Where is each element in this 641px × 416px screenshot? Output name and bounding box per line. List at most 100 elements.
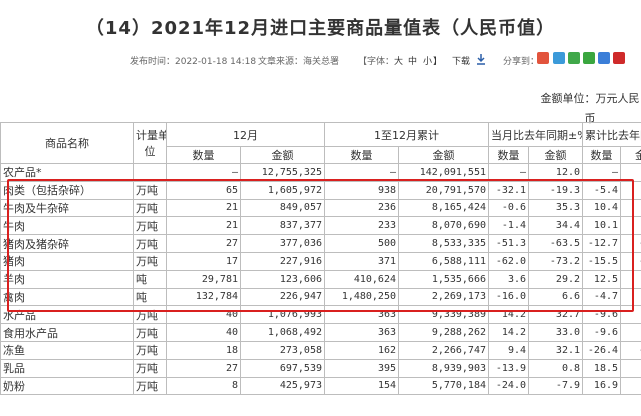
value-cell: 6,588,111 bbox=[398, 251, 489, 271]
value-cell: 1,535,666 bbox=[398, 269, 489, 289]
share-label: 分享到： bbox=[503, 57, 540, 67]
value-cell: -63.5 bbox=[527, 234, 584, 253]
value-cell: 8,533,335 bbox=[398, 234, 489, 253]
value-cell: -12.7 bbox=[582, 234, 622, 253]
value-cell: 16.9 bbox=[582, 376, 622, 396]
value-cell: -0.6 bbox=[488, 198, 529, 218]
value-cell: -7.9 bbox=[527, 376, 584, 396]
value-cell: 227,916 bbox=[240, 251, 325, 271]
value-cell: 20.1 bbox=[620, 163, 641, 182]
unit-cell: 万吨 bbox=[133, 234, 167, 253]
value-cell: 20,791,570 bbox=[398, 180, 489, 200]
value-cell: 233 bbox=[324, 216, 399, 236]
value-cell: -73.2 bbox=[527, 251, 584, 271]
value-cell: 26.8 bbox=[620, 269, 641, 289]
wechat-share-icon[interactable] bbox=[568, 52, 580, 64]
commodity-name: 牛肉 bbox=[0, 216, 134, 236]
value-cell: 363 bbox=[324, 323, 399, 342]
value-cell: 12,755,325 bbox=[240, 163, 325, 182]
header-amt: 金额 bbox=[240, 146, 325, 164]
value-cell: 8,070,690 bbox=[398, 216, 489, 236]
commodity-name: 食用水产品 bbox=[0, 323, 134, 342]
value-cell: 154 bbox=[324, 376, 399, 396]
value-cell: 837,377 bbox=[240, 216, 325, 236]
value-cell: 65 bbox=[166, 180, 241, 200]
article-source: 文章来源：海关总署 bbox=[258, 57, 340, 67]
font-size-medium-link[interactable]: 中 bbox=[408, 57, 418, 67]
header-yoy-ytd: 累计比去年同期±% bbox=[582, 122, 641, 147]
value-cell: 14.2 bbox=[488, 305, 529, 325]
header-amt: 金额 bbox=[620, 146, 641, 164]
unit-cell: 万吨 bbox=[133, 340, 167, 360]
value-cell: -4.7 bbox=[582, 287, 622, 307]
commodity-name: 冻鱼 bbox=[0, 340, 134, 360]
value-cell: 9,339,389 bbox=[398, 305, 489, 325]
value-cell: 371 bbox=[324, 251, 399, 271]
commodity-name: 羊肉 bbox=[0, 269, 134, 289]
value-cell: 377,036 bbox=[240, 234, 325, 253]
value-cell: 14.6 bbox=[620, 198, 641, 218]
commodity-name: 水产品 bbox=[0, 305, 134, 325]
value-cell: 10.1 bbox=[582, 216, 622, 236]
page-title: （14）2021年12月进口主要商品量值表（人民币值） bbox=[85, 18, 556, 39]
font-size-small-link[interactable]: 小 bbox=[423, 57, 433, 67]
header-unit: 计量单位 bbox=[133, 122, 167, 164]
value-cell: 27 bbox=[166, 234, 241, 253]
value-cell: 40 bbox=[166, 323, 241, 342]
header-qty: 数量 bbox=[166, 146, 241, 164]
value-cell: 32.1 bbox=[527, 340, 584, 360]
value-cell: 9,288,262 bbox=[398, 323, 489, 342]
value-cell: 1,605,972 bbox=[240, 180, 325, 200]
value-cell: -19.3 bbox=[527, 180, 584, 200]
tencent-weibo-share-icon[interactable] bbox=[598, 52, 610, 64]
value-cell: 697,539 bbox=[240, 358, 325, 378]
value-cell: 938 bbox=[324, 180, 399, 200]
header-amt: 金额 bbox=[527, 146, 584, 164]
font-size-bracket: 】 bbox=[433, 57, 443, 67]
header-amt: 金额 bbox=[398, 146, 489, 164]
weibo-share-icon[interactable] bbox=[537, 52, 549, 64]
value-cell: -32.1 bbox=[488, 180, 529, 200]
value-cell: 0.8 bbox=[527, 358, 584, 378]
value-cell: -24.0 bbox=[488, 376, 529, 396]
value-cell: 4.0 bbox=[620, 323, 641, 342]
value-cell: – bbox=[324, 163, 399, 182]
unit-cell: 万吨 bbox=[133, 323, 167, 342]
qzone-share-icon[interactable] bbox=[553, 52, 565, 64]
value-cell: 17 bbox=[166, 251, 241, 271]
value-cell: 123,606 bbox=[240, 269, 325, 289]
value-cell: 29.2 bbox=[527, 269, 584, 289]
unit-cell: 万吨 bbox=[133, 376, 167, 396]
value-cell: 29,781 bbox=[166, 269, 241, 289]
value-cell: 363 bbox=[324, 305, 399, 325]
commodity-name: 肉类（包括杂碎） bbox=[0, 180, 134, 200]
value-cell: 33.0 bbox=[527, 323, 584, 342]
value-cell: 6.6 bbox=[527, 287, 584, 307]
value-cell: 27 bbox=[166, 358, 241, 378]
header-ytd: 1至12月累计 bbox=[324, 122, 489, 147]
value-cell: -16.0 bbox=[488, 287, 529, 307]
value-cell: 21 bbox=[166, 198, 241, 218]
value-cell: 273,058 bbox=[240, 340, 325, 360]
table-row: 羊肉吨 29,781 123,606 410,624 1,535,666 3.6 29.2 1… bbox=[0, 269, 641, 289]
value-cell: 3.6 bbox=[488, 269, 529, 289]
article-meta: 发布时间：2022-01-18 14:18 文章来源：海关总署 【字体： 大 中… bbox=[0, 54, 641, 70]
value-cell: -62.0 bbox=[488, 251, 529, 271]
unit-cell: 万吨 bbox=[133, 358, 167, 378]
value-cell: -5.4 bbox=[582, 180, 622, 200]
unit-cell: 万吨 bbox=[133, 180, 167, 200]
value-cell: 5,770,184 bbox=[398, 376, 489, 396]
renren-share-icon[interactable] bbox=[613, 52, 625, 64]
download-icon[interactable] bbox=[476, 53, 486, 65]
download-link[interactable]: 下载 bbox=[452, 57, 471, 67]
font-size-large-link[interactable]: 大 bbox=[394, 57, 404, 67]
value-cell: – bbox=[166, 163, 241, 182]
unit-cell bbox=[133, 163, 167, 182]
value-cell: 132,784 bbox=[166, 287, 241, 307]
table-row: 牛肉及牛杂碎 万吨 21 849,057 236 8,165,424 -0.6 35.3 10.… bbox=[0, 198, 641, 218]
value-cell: 21 bbox=[166, 216, 241, 236]
value-cell: 236 bbox=[324, 198, 399, 218]
wechat-moments-share-icon[interactable] bbox=[583, 52, 595, 64]
value-cell: 2,269,173 bbox=[398, 287, 489, 307]
commodity-name: 猪肉及猪杂碎 bbox=[0, 234, 134, 253]
